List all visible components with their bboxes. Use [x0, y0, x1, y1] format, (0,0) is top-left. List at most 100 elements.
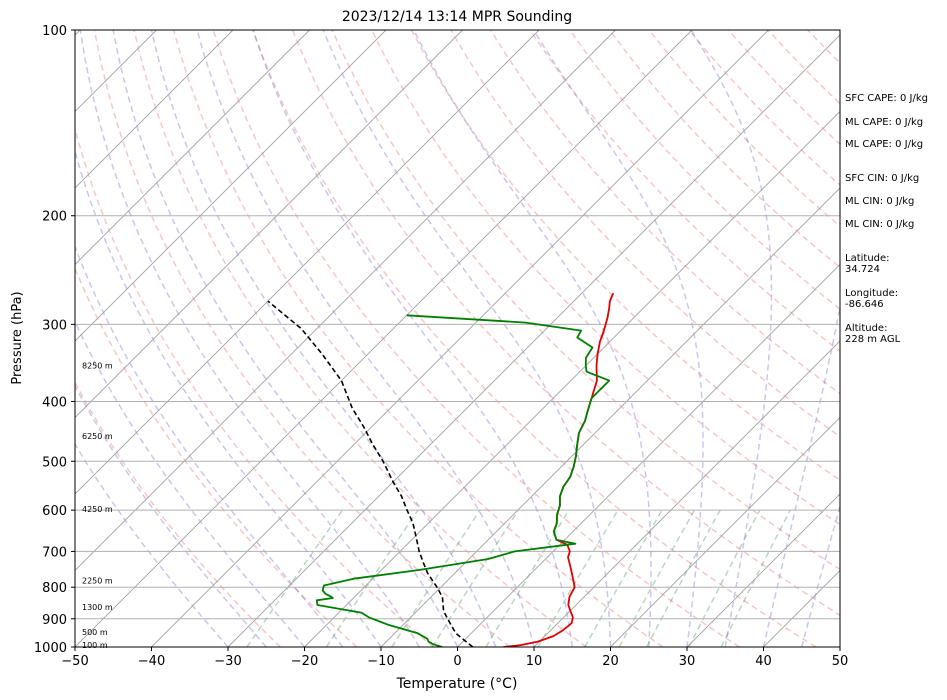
- dewpoint-line: [315, 397, 593, 647]
- height-label: 2250 m: [82, 576, 113, 585]
- height-label: 100 m: [82, 641, 108, 650]
- x-axis-ticks: −50 −40 −30 −20 −10 0 10 20 30 40 50: [61, 647, 848, 669]
- sfc-cape-text: SFC CAPE: 0 J/kg: [845, 93, 928, 104]
- y-tick-label: 1000: [34, 641, 67, 656]
- altitude-label: Altitude:: [845, 323, 888, 334]
- moist-adiabat: [322, 30, 612, 647]
- x-tick-label: −30: [214, 654, 241, 669]
- moist-adiabat: [252, 30, 574, 647]
- dry-adiabat: [172, 30, 664, 647]
- longitude-value: -86.646: [845, 299, 884, 310]
- dewpoint-upper-line: [406, 314, 611, 399]
- mixing-ratio-line: [537, 509, 619, 647]
- moist-adiabat: [75, 384, 267, 647]
- latitude-label: Latitude:: [845, 253, 890, 264]
- x-tick-label: −10: [367, 654, 394, 669]
- ml-cape-text: ML CAPE: 0 J/kg: [845, 117, 924, 128]
- moist-adiabat: [150, 30, 497, 647]
- isotherm-line: [610, 416, 840, 647]
- dry-adiabat: [331, 30, 840, 571]
- y-tick-label: 900: [42, 613, 67, 628]
- moist-adiabat: [79, 30, 420, 647]
- height-label: 6250 m: [82, 432, 113, 441]
- y-tick-label: 600: [42, 504, 67, 519]
- mixing-ratio-line: [584, 509, 663, 647]
- isotherm-line: [457, 263, 840, 647]
- chart-title: 2023/12/14 13:14 MPR Sounding: [342, 9, 572, 25]
- moist-adiabat: [762, 303, 840, 647]
- y-tick-label: 100: [42, 24, 67, 39]
- moist-adiabat: [690, 30, 773, 647]
- mixing-ratio-line: [645, 509, 721, 647]
- parcel-line: [267, 300, 474, 647]
- x-tick-label: 30: [679, 654, 696, 669]
- x-tick-label: 20: [602, 654, 619, 669]
- dry-adiabat: [569, 30, 840, 310]
- moist-adiabat: [112, 30, 459, 647]
- height-label: 1300 m: [82, 603, 113, 612]
- sounding-stats-panel: SFC CAPE: 0 J/kg ML CAPE: 0 J/kg ML CAPE…: [845, 0, 947, 700]
- ml-cin-text: ML CIN: 0 J/kg: [845, 196, 915, 207]
- y-tick-label: 800: [42, 581, 67, 596]
- height-label: 500 m: [82, 628, 108, 637]
- moist-adiabat: [75, 148, 382, 647]
- isotherm-line: [75, 30, 616, 572]
- dry-adiabat: [529, 30, 840, 352]
- isotherm-line: [75, 30, 463, 419]
- moist-adiabat: [75, 244, 344, 647]
- isotherm-line: [380, 187, 840, 647]
- dry-adiabat: [133, 30, 587, 647]
- dry-adiabat: [75, 126, 434, 647]
- background-lines: [75, 30, 840, 647]
- isotherm-line: [75, 30, 693, 647]
- isotherm-line: [75, 30, 310, 266]
- y-axis-ticks: 100 200 300 400 500 600 700 800 900 1000: [34, 24, 75, 656]
- x-tick-label: 40: [755, 654, 772, 669]
- dry-adiabat: [371, 30, 840, 526]
- longitude-label: Longitude:: [845, 288, 899, 299]
- x-tick-label: 10: [526, 654, 543, 669]
- isotherm-line: [75, 30, 387, 342]
- sfc-cin-text: SFC CIN: 0 J/kg: [845, 173, 920, 184]
- height-labels: 8250 m 6250 m 4250 m 2250 m 1300 m 500 m 100 m: [82, 362, 113, 650]
- y-axis-label: Pressure (hPa): [10, 291, 25, 384]
- height-label: 8250 m: [82, 362, 113, 371]
- ml-cin-text-2: ML CIN: 0 J/kg: [845, 219, 915, 230]
- series-layer: [267, 292, 615, 647]
- y-tick-label: 700: [42, 545, 67, 560]
- y-tick-label: 200: [42, 210, 67, 225]
- isotherm-line: [533, 340, 840, 647]
- moist-adiabat: [413, 30, 652, 647]
- x-tick-label: 0: [453, 654, 461, 669]
- mixing-ratio-line: [485, 509, 570, 647]
- y-tick-label: 500: [42, 455, 67, 470]
- gridlines: [75, 30, 840, 647]
- isotherm-line: [304, 110, 840, 647]
- x-tick-label: −20: [291, 654, 318, 669]
- height-label: 4250 m: [82, 505, 113, 514]
- altitude-value: 228 m AGL: [845, 334, 901, 345]
- isotherm-line: [75, 30, 234, 189]
- x-tick-label: −50: [61, 654, 88, 669]
- y-tick-label: 300: [42, 318, 67, 333]
- x-tick-label: −40: [138, 654, 165, 669]
- dry-adiabat: [75, 381, 281, 647]
- y-tick-label: 400: [42, 395, 67, 410]
- mixing-ratio-line: [688, 509, 761, 647]
- mixing-ratio-line: [720, 509, 791, 647]
- x-tick-label: 50: [832, 654, 849, 669]
- isotherm-line: [686, 493, 840, 647]
- x-axis-label: Temperature (°C): [396, 676, 518, 692]
- dry-adiabat: [291, 30, 840, 617]
- isotherm-line: [227, 34, 840, 647]
- dry-adiabat: [252, 30, 817, 647]
- latitude-value: 34.724: [845, 264, 880, 275]
- dry-adiabat: [212, 30, 740, 647]
- isotherm-line: [75, 30, 540, 495]
- ml-cape-text-2: ML CAPE: 0 J/kg: [845, 139, 924, 150]
- moist-adiabat: [533, 30, 704, 647]
- dry-adiabat: [75, 266, 358, 647]
- moist-adiabat: [801, 503, 840, 647]
